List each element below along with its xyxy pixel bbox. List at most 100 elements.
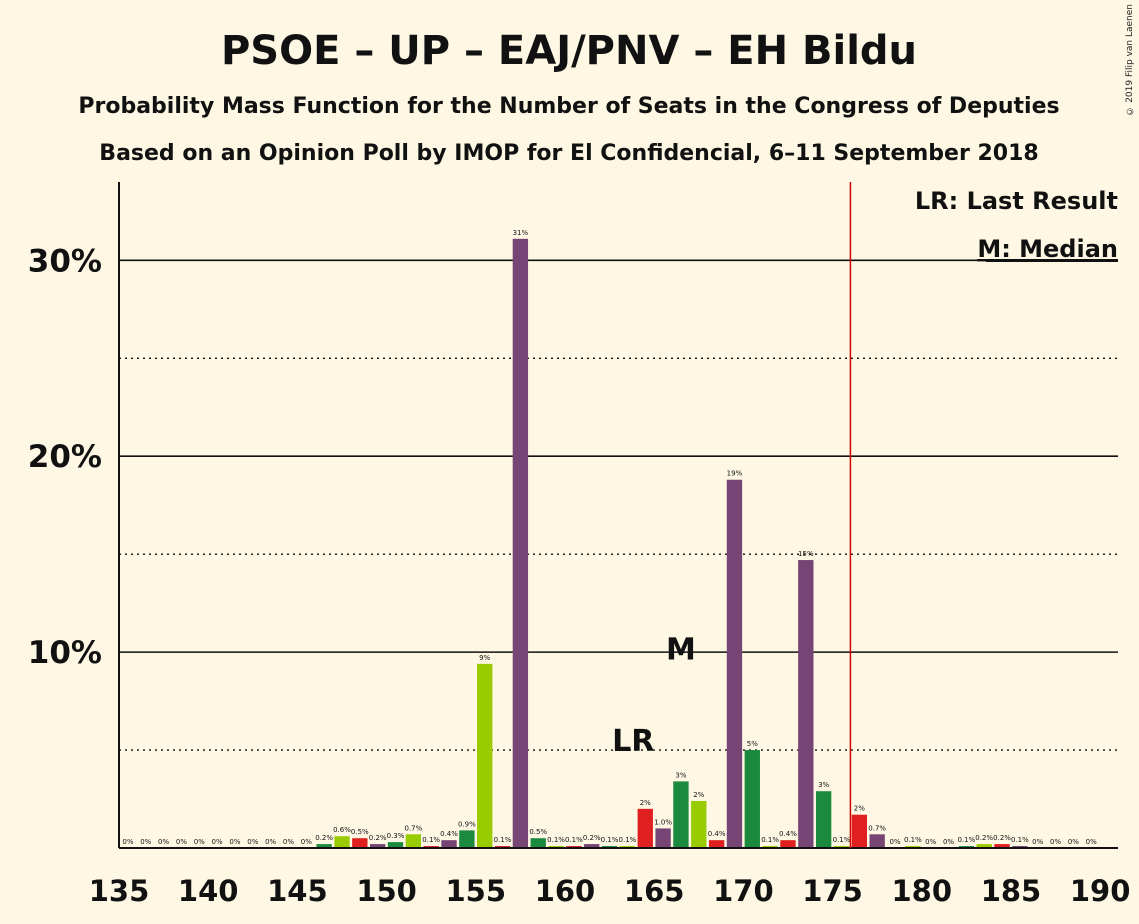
bar-seat-148: [334, 836, 350, 848]
bar-label-seat-149: 0.5%: [351, 828, 369, 836]
x-tick-label-145: 145: [267, 874, 328, 908]
bar-label-seat-141: 0%: [212, 838, 223, 846]
bar-label-seat-160: 0.1%: [547, 836, 565, 844]
y-tick-label-20: 20%: [28, 439, 102, 475]
bar-label-seat-143: 0%: [247, 838, 258, 846]
bar-label-seat-174: 15%: [798, 550, 814, 558]
bar-seat-154: [441, 840, 457, 848]
x-tick-label-180: 180: [891, 874, 952, 908]
bar-seat-175: [815, 791, 832, 848]
bar-seat-158: [512, 238, 529, 848]
bar-label-seat-136: 0%: [122, 838, 133, 846]
bar-label-seat-151: 0.3%: [387, 832, 405, 840]
bar-label-seat-177: 2%: [854, 805, 865, 813]
bar-label-seat-139: 0%: [176, 838, 187, 846]
bar-seat-150: [369, 844, 386, 848]
bar-label-seat-161: 0.1%: [565, 836, 583, 844]
bar-label-seat-142: 0%: [229, 838, 240, 846]
bar-label-seat-153: 0.1%: [422, 836, 440, 844]
legend-median: M: Median: [977, 235, 1118, 263]
x-tick-label-150: 150: [356, 874, 417, 908]
bar-label-seat-171: 5%: [747, 740, 758, 748]
bar-seat-162: [584, 844, 600, 848]
bar-label-seat-146: 0%: [301, 838, 312, 846]
bar-label-seat-164: 0.1%: [619, 836, 637, 844]
bar-label-seat-168: 2%: [693, 791, 704, 799]
bar-seat-173: [780, 840, 796, 848]
bar-label-seat-154: 0.4%: [440, 830, 458, 838]
bar-label-seat-163: 0.1%: [601, 836, 619, 844]
x-tick-label-170: 170: [713, 874, 774, 908]
bar-seat-167: [673, 781, 689, 848]
x-tick-label-155: 155: [446, 874, 507, 908]
bar-seat-165: [637, 808, 653, 848]
bar-data-labels: 0% 0% 0% 0% 0% 0% 0% 0% 0% 0% 0% 0.2%0.6% 0.5%0.2% 0.…: [122, 229, 1097, 846]
x-tick-label-165: 165: [624, 874, 685, 908]
bar-label-seat-147: 0.2%: [315, 834, 333, 842]
last-result-marker: LR: [612, 724, 654, 759]
bar-label-seat-183: 0.1%: [957, 836, 975, 844]
bar-label-seat-178: 0.7%: [868, 824, 886, 832]
median-marker: M: [666, 632, 696, 667]
chart-subtitle: Probability Mass Function for the Number…: [78, 94, 1059, 119]
bar-label-seat-150: 0.2%: [369, 834, 387, 842]
bar-label-seat-144: 0%: [265, 838, 276, 846]
bar-label-seat-159: 0.5%: [529, 828, 547, 836]
bar-seat-147: [316, 844, 332, 848]
x-tick-label-175: 175: [802, 874, 863, 908]
bar-seat-156: [477, 663, 493, 848]
bar-label-seat-181: 0%: [925, 838, 936, 846]
grid-lines: [119, 259, 1118, 751]
bar-label-seat-186: 0.1%: [1011, 836, 1029, 844]
bar-label-seat-180: 0.1%: [904, 836, 922, 844]
bar-label-seat-190: 0%: [1086, 838, 1097, 846]
bar-seat-155: [459, 830, 475, 848]
bar-label-seat-157: 0.1%: [494, 836, 512, 844]
bar-seat-159: [530, 838, 546, 848]
legend-last-result: LR: Last Result: [915, 187, 1118, 215]
bar-label-seat-184: 0.2%: [975, 834, 993, 842]
bar-seat-166: [655, 828, 671, 848]
bar-label-seat-165: 2%: [640, 799, 651, 807]
bar-label-seat-145: 0%: [283, 838, 294, 846]
bar-seat-170: [726, 479, 743, 848]
bar-label-seat-162: 0.2%: [583, 834, 601, 842]
bar-label-seat-166: 1.0%: [654, 818, 672, 826]
annotation-markers: LR M: [612, 632, 696, 758]
bar-label-seat-170: 19%: [727, 470, 743, 478]
x-tick-label-140: 140: [178, 874, 239, 908]
bar-seat-149: [352, 838, 368, 848]
bar-label-seat-187: 0%: [1032, 838, 1043, 846]
x-tick-label-160: 160: [535, 874, 596, 908]
bar-label-seat-176: 0.1%: [833, 836, 851, 844]
bar-label-seat-179: 0%: [889, 838, 900, 846]
bar-seat-169: [708, 840, 725, 848]
bar-seat-178: [869, 834, 885, 848]
chart-subtitle-source: Based on an Opinion Poll by IMOP for El …: [99, 141, 1038, 166]
bar-label-seat-167: 3%: [675, 771, 686, 779]
y-tick-label-10: 10%: [28, 635, 102, 671]
bar-seat-174: [798, 560, 814, 848]
bar-label-seat-140: 0%: [194, 838, 205, 846]
x-tick-label-135: 135: [89, 874, 150, 908]
bar-seat-151: [387, 842, 404, 848]
bar-seat-152: [405, 834, 422, 848]
bar-label-seat-137: 0%: [140, 838, 151, 846]
bar-seat-184: [976, 844, 992, 848]
bar-label-seat-138: 0%: [158, 838, 169, 846]
bar-seat-171: [744, 750, 760, 848]
bar-label-seat-182: 0%: [943, 838, 954, 846]
x-tick-label-185: 185: [981, 874, 1042, 908]
bar-label-seat-175: 3%: [818, 781, 829, 789]
axes: 135 140 145 150 155 160 165 170 175 180 185 190 10% 2…: [28, 182, 1131, 908]
x-tick-label-190: 190: [1070, 874, 1131, 908]
bar-label-seat-173: 0.4%: [779, 830, 797, 838]
bar-label-seat-158: 31%: [513, 229, 529, 237]
bar-seat-168: [691, 800, 707, 848]
copyright-notice: © 2019 Filip van Laenen: [1125, 4, 1135, 116]
y-tick-label-30: 30%: [28, 243, 102, 279]
bar-label-seat-188: 0%: [1050, 838, 1061, 846]
bar-label-seat-155: 0.9%: [458, 820, 476, 828]
bar-seat-185: [994, 844, 1010, 848]
